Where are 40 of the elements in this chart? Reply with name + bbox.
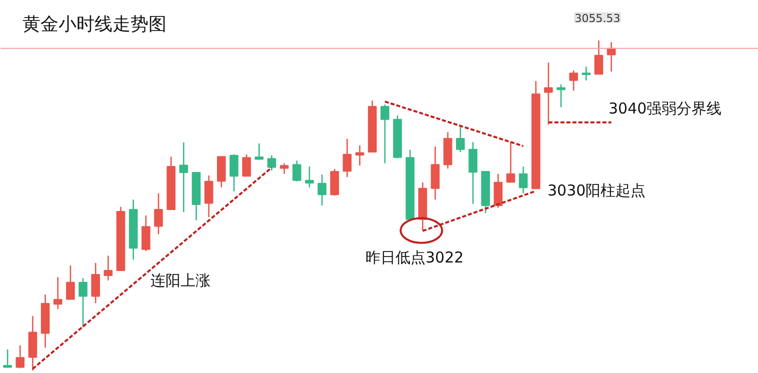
candlestick — [355, 144, 364, 166]
candlestick — [16, 344, 25, 369]
candlestick — [518, 166, 528, 194]
candlestick — [506, 141, 516, 183]
candlestick — [242, 154, 251, 177]
candlestick — [254, 142, 264, 160]
candlestick — [456, 124, 465, 153]
candlestick — [582, 66, 591, 82]
candlestick — [104, 255, 113, 282]
candlestick — [142, 214, 150, 252]
candlestick — [154, 192, 163, 235]
candlestick — [91, 262, 100, 304]
candlestick — [380, 104, 390, 164]
candlestick — [569, 70, 578, 92]
annotation: 连阳上涨 — [150, 272, 210, 290]
candlestick — [330, 168, 339, 196]
candlestick — [594, 40, 604, 75]
text: 3055.53 — [574, 12, 620, 25]
candlestick — [66, 264, 75, 300]
candlestick — [468, 141, 478, 204]
candlestick — [494, 173, 503, 208]
candlestick — [53, 276, 62, 310]
candlestick — [342, 138, 352, 178]
candlestick — [292, 160, 302, 182]
annotation: 昨日低点3022 — [366, 248, 464, 266]
chart-title: 黄金小时线走势图 — [22, 14, 166, 35]
candlestick — [78, 277, 88, 328]
candlestick — [179, 142, 188, 213]
annotation: 3030阳柱起点 — [548, 182, 646, 200]
annotation: 3040强弱分界线 — [608, 100, 722, 118]
candlestick — [267, 154, 276, 172]
candlestick — [3, 348, 12, 368]
candlestick — [230, 154, 238, 192]
candlestick — [544, 62, 553, 126]
candlestick — [430, 146, 440, 200]
candlestick — [280, 162, 289, 174]
candlestick — [204, 174, 214, 218]
candlestick — [556, 84, 566, 108]
candlestick — [305, 166, 314, 188]
candlestick — [318, 174, 326, 206]
